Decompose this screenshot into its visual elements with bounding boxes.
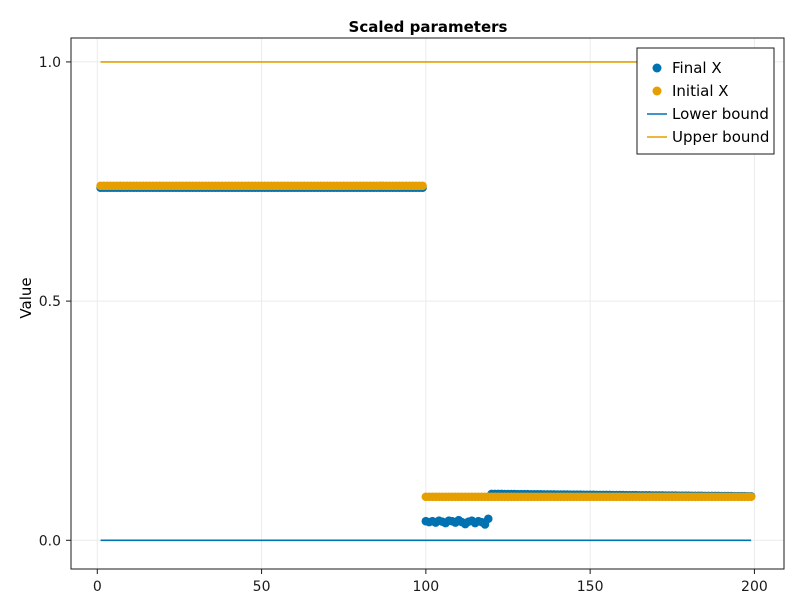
final-x-point [483,514,493,524]
x-tick-label: 50 [253,579,271,595]
y-tick-label: 0.0 [39,533,61,549]
initial-x-point [746,492,756,502]
legend-marker [652,86,662,96]
axis-ticks: 0 50 100 150 200 0.0 0.5 1.0 [39,55,768,595]
y-tick-label: 1.0 [39,55,61,71]
x-tick-label: 200 [741,579,768,595]
x-tick-label: 150 [577,579,604,595]
legend: Final X Initial X Lower bound Upper bound [636,47,775,155]
y-tick-label: 0.5 [39,294,61,310]
legend-label: Lower bound [672,105,769,123]
plot-frame [70,37,785,570]
initial-x-point [418,181,427,191]
chart-title: Scaled parameters [349,18,508,36]
y-axis-label: Value [17,277,35,318]
x-tick-label: 0 [93,579,102,595]
legend-label: Final X [672,59,722,77]
x-tick-label: 100 [412,579,439,595]
legend-label: Initial X [672,82,729,100]
data-points [96,181,756,529]
legend-label: Upper bound [672,128,769,146]
legend-marker [652,63,662,73]
